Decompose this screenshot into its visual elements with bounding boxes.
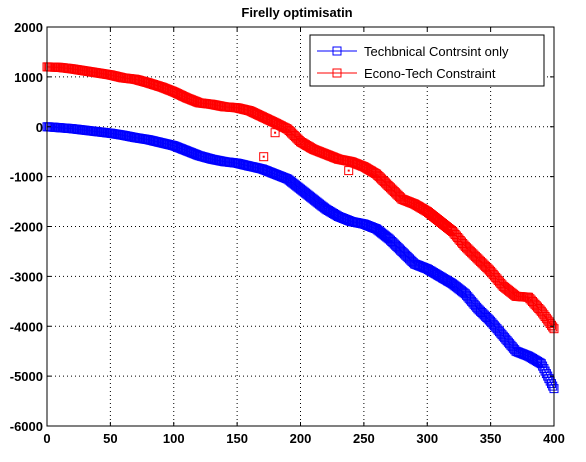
series-2-outlier-dot	[262, 155, 265, 158]
y-tick-label: 0	[36, 120, 43, 135]
x-tick-label: 400	[543, 431, 565, 446]
axis-tick-labels: 0 50 100 150 200 250 300 350 400 -6000 -5000 -4000 -…	[10, 20, 565, 446]
x-tick-label: 300	[416, 431, 438, 446]
y-tick-label: -5000	[10, 369, 43, 384]
legend-box	[309, 34, 545, 87]
series-1	[42, 122, 559, 394]
legend-label-series-1: Techbnical Contrsint only	[364, 44, 509, 59]
legend-entry-series-2: Econo-Tech Constraint	[317, 66, 496, 81]
x-tick-label: 200	[290, 431, 312, 446]
y-tick-label: 1000	[14, 70, 43, 85]
series-1-marker	[548, 381, 558, 391]
x-tick-label: 0	[43, 431, 50, 446]
legend: Techbnical Contrsint only Econo-Tech Con…	[309, 34, 545, 87]
x-tick-label: 50	[103, 431, 117, 446]
grid-lines	[47, 27, 554, 426]
series-2	[42, 62, 559, 334]
y-tick-label: -6000	[10, 419, 43, 434]
y-tick-label: -4000	[10, 319, 43, 334]
series-2-outlier-dot	[274, 131, 277, 134]
series-2-marker	[547, 320, 556, 330]
series-2-outlier-marker	[344, 166, 354, 176]
x-tick-label: 250	[353, 431, 375, 446]
legend-entry-series-1: Techbnical Contrsint only	[317, 44, 509, 59]
y-tick-label: -1000	[10, 170, 43, 185]
series-2-outlier-dot	[347, 169, 350, 172]
legend-label-series-2: Econo-Tech Constraint	[364, 66, 496, 81]
y-tick-label: 2000	[14, 20, 43, 35]
y-tick-label: -2000	[10, 220, 43, 235]
series-2-outlier-marker	[270, 128, 280, 138]
x-tick-label: 150	[226, 431, 248, 446]
series-layer	[42, 62, 559, 394]
series-2-marker	[548, 322, 558, 332]
legend-marker-series-2	[332, 68, 342, 78]
y-tick-label: -3000	[10, 269, 43, 284]
chart-title: Firelly optimisatin	[241, 5, 352, 20]
legend-marker-series-1	[332, 46, 342, 56]
x-tick-label: 100	[163, 431, 185, 446]
x-tick-label: 350	[480, 431, 502, 446]
series-2-outlier-marker	[259, 152, 269, 162]
series-1-marker	[547, 379, 556, 389]
axis-ticks	[46, 26, 555, 427]
